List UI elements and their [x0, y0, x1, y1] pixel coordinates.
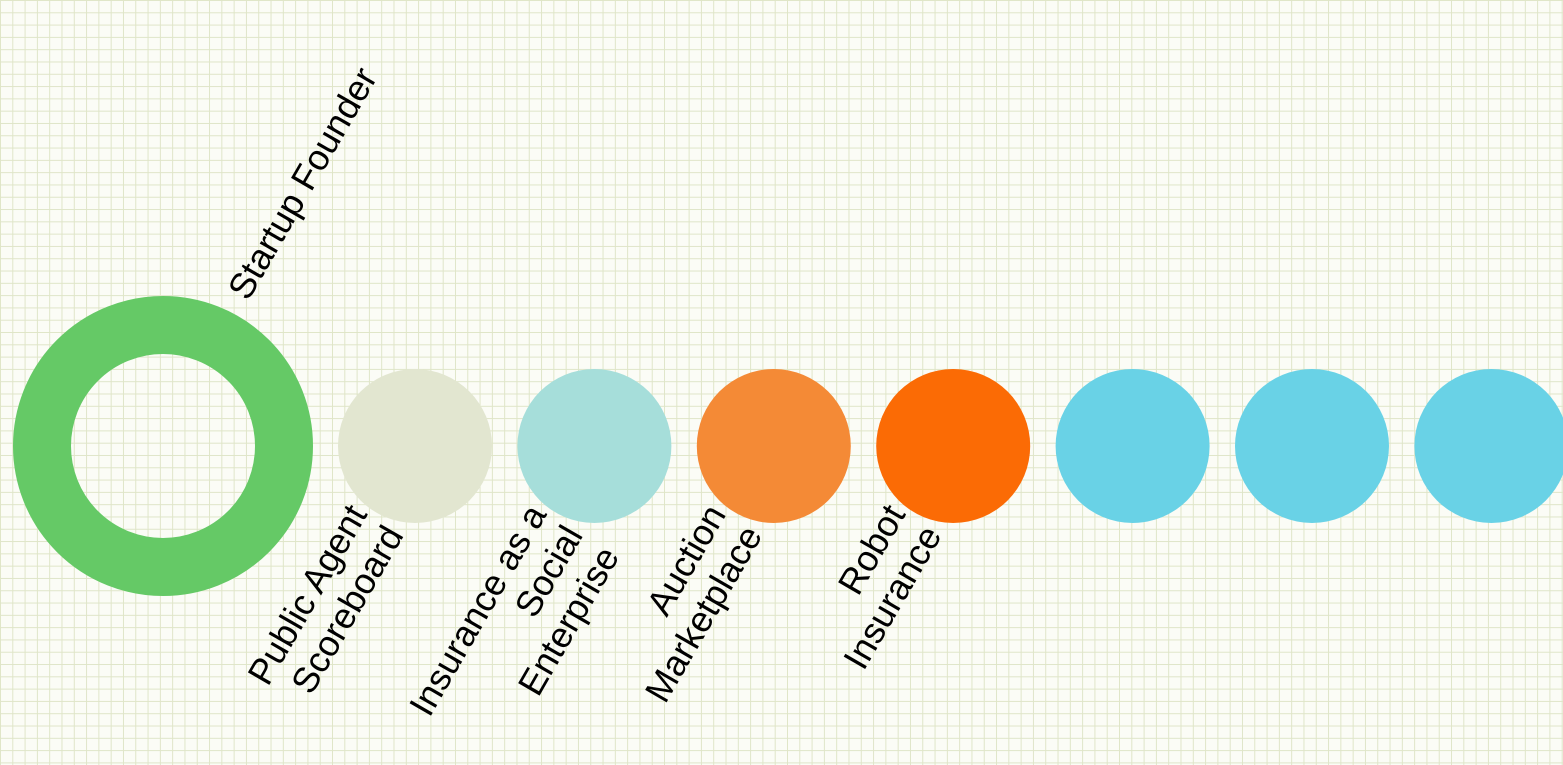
main-node-ring — [13, 296, 313, 596]
node-circle-7 — [1414, 369, 1563, 523]
main-node-label: Startup Founder — [219, 60, 385, 306]
node-label-2: Insurance as aSocialEnterprise — [401, 497, 628, 765]
node-circle-2 — [517, 369, 672, 523]
node-circle-4 — [876, 369, 1031, 523]
node-label-3: AuctionMarketplace — [600, 498, 770, 709]
node-circle-6 — [1235, 369, 1389, 523]
node-circle-3 — [696, 369, 851, 523]
node-circle-5 — [1055, 369, 1210, 523]
node-circle-1 — [338, 369, 492, 523]
node-label-4: RobotInsurance — [799, 498, 950, 676]
